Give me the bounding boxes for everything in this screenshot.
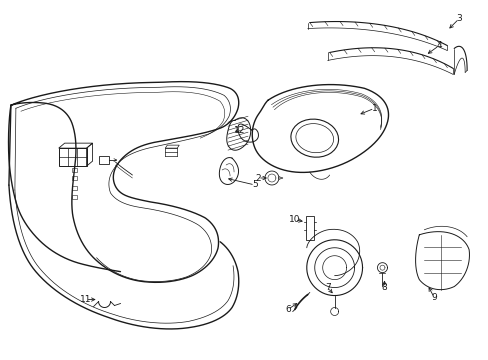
Text: 12: 12 [234,126,245,135]
Bar [72,168,77,172]
Text: 10: 10 [288,215,300,224]
Text: 9: 9 [430,293,436,302]
Text: 8: 8 [381,283,386,292]
Bar [72,195,77,199]
Text: 2: 2 [255,174,260,183]
Text: 3: 3 [455,14,461,23]
Text: 1: 1 [371,104,377,113]
Text: 7: 7 [324,283,330,292]
Text: 4: 4 [436,41,441,50]
Text: 11: 11 [80,295,91,304]
Text: 6: 6 [285,305,290,314]
Bar [72,186,77,190]
Bar [72,176,77,180]
Bar [305,216,313,240]
Text: 5: 5 [252,180,257,189]
